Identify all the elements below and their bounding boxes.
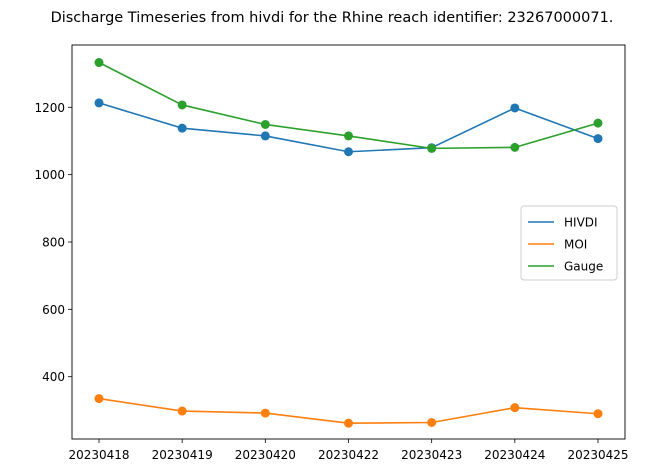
data-point (177, 406, 187, 416)
data-point (177, 100, 187, 110)
chart-title: Discharge Timeseries from hivdi for the … (51, 10, 614, 26)
data-point (427, 143, 437, 153)
data-point (510, 103, 520, 113)
data-point (94, 58, 104, 68)
series-gauge (94, 58, 603, 153)
data-point (427, 417, 437, 427)
y-axis: 400 600 800 1000 1200 (34, 101, 72, 384)
data-point (94, 394, 104, 404)
legend-label: Gauge (564, 260, 603, 274)
y-tick-label: 400 (42, 370, 65, 384)
y-tick-label: 800 (42, 236, 65, 250)
x-axis: 20230418 20230419 20230420 20230422 20230423… (68, 439, 629, 462)
data-point (260, 131, 270, 141)
y-tick-label: 1000 (34, 168, 65, 182)
data-point (593, 118, 603, 128)
x-tick-label: 20230422 (318, 448, 379, 462)
data-point (510, 403, 520, 413)
series-layer (94, 58, 603, 428)
x-tick-label: 20230425 (567, 448, 628, 462)
data-point (94, 98, 104, 108)
data-point (344, 147, 353, 157)
data-point (593, 409, 603, 419)
x-tick-label: 20230424 (484, 448, 545, 462)
legend-label: MOI (564, 238, 587, 252)
data-point (593, 134, 603, 144)
y-tick-label: 600 (42, 303, 65, 317)
series-moi (94, 394, 603, 428)
data-point (177, 123, 187, 133)
data-point (510, 142, 520, 152)
data-point (260, 408, 270, 418)
data-point (344, 131, 353, 141)
x-tick-label: 20230420 (235, 448, 296, 462)
x-tick-label: 20230419 (152, 448, 213, 462)
data-point (344, 418, 353, 428)
x-tick-label: 20230423 (401, 448, 462, 462)
x-tick-label: 20230418 (68, 448, 129, 462)
data-point (260, 119, 270, 129)
legend: HIVDI MOI Gauge (520, 205, 618, 281)
y-tick-label: 1200 (34, 101, 65, 115)
legend-label: HIVDI (564, 216, 598, 230)
legend-box (520, 205, 618, 281)
series-hivdi (94, 98, 603, 157)
